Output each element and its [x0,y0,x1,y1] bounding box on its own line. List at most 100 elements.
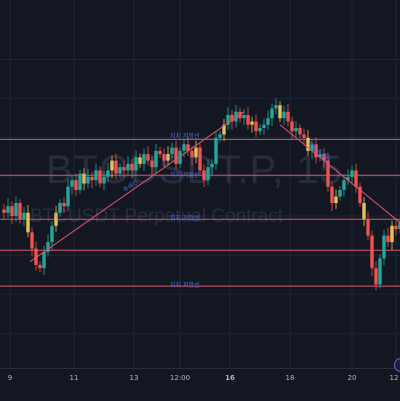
candle-body [366,219,370,236]
candle-body [218,134,222,138]
candle-body [302,134,306,138]
candle-body [342,180,346,190]
candle-body [22,212,26,220]
x-tick-label: 20 [347,374,357,382]
candle-body [90,176,94,181]
candle-body [38,264,42,269]
candle-body [382,235,386,259]
candle-body [386,235,390,243]
candle-body [226,114,230,125]
candle-body [222,124,226,135]
candle-body [274,105,278,109]
candle-body [346,176,350,181]
candle-body [154,150,158,168]
candle-body [190,150,194,158]
candle-body [330,186,334,203]
candle-body [198,147,202,171]
candle-body [318,154,322,158]
candle-body [214,137,218,164]
level-label: 지지 저항선 [170,215,200,223]
candle-body [250,121,254,125]
candle-body [94,170,98,181]
candle-body [266,118,270,125]
candle-body [42,251,46,269]
x-tick-label: 12 [389,374,399,382]
candle-body [234,111,238,122]
level-label: 지지 저항선 [170,282,200,290]
candle-body [50,225,54,243]
candle-body [314,144,318,158]
candle-body [70,180,74,187]
candle-body [262,124,266,129]
x-tick-label: 9 [7,374,13,382]
candle-body [166,154,170,161]
candle-body [118,167,122,174]
watermark-title: BTCUSDT.P, 15 [46,148,343,192]
candle-body [150,160,154,168]
candle-body [158,150,162,155]
candle-body [46,242,50,252]
x-tick-label: 18 [285,374,295,382]
candle-body [286,111,290,122]
candle-body [74,180,78,190]
candle-body [378,258,382,285]
candle-body [326,160,330,187]
level-label: 지지 저항선 [170,172,200,180]
candle-body [18,203,22,220]
candle-body [130,163,134,171]
candle-body [54,212,58,226]
candle-body [194,147,198,158]
candle-body [282,111,286,119]
candle-body [146,154,150,161]
candle-body [58,203,62,213]
candle-body [10,206,14,217]
candle-body [174,147,178,164]
candle-body [14,203,18,217]
candle-body [278,105,282,119]
candle-body [162,154,166,161]
candle-body [202,170,206,181]
candle-body [66,186,70,207]
candle-body [298,128,302,135]
candle-body [62,203,66,207]
candle-body [178,150,182,164]
candle-body [114,160,118,174]
candle-body [390,225,394,243]
candle-body [210,163,214,168]
candle-body [122,167,126,171]
candle-body [138,157,142,164]
candle-body [106,170,110,177]
candle-body [82,173,86,184]
candle-body [98,170,102,184]
time-axis[interactable] [0,368,400,401]
x-tick-label: 13 [129,374,139,382]
candle-body [334,196,338,203]
candle-body [362,203,366,220]
candle-body [254,121,258,132]
x-tick-label: 11 [69,374,79,382]
candle-body [358,186,362,203]
x-tick-label: 12:00 [169,374,191,382]
x-tick-label: 16 [225,374,235,382]
candle-body [354,170,358,187]
candle-body [322,154,326,161]
candle-body [78,173,82,190]
candle-body [30,232,34,249]
trend-line-2 [279,124,400,223]
candle-body [34,248,38,265]
candle-body [306,137,310,151]
candle-body [398,222,400,230]
candle-body [242,114,246,119]
candle-body [186,144,190,151]
candle-body [206,167,210,181]
candle-body [258,128,262,132]
trend-line-1 [29,111,245,263]
candle-body [338,189,342,197]
candle-body [26,212,30,233]
candle-body [86,176,90,184]
candle-body [6,206,10,213]
candle-body [394,225,398,230]
candle-body [134,157,138,171]
